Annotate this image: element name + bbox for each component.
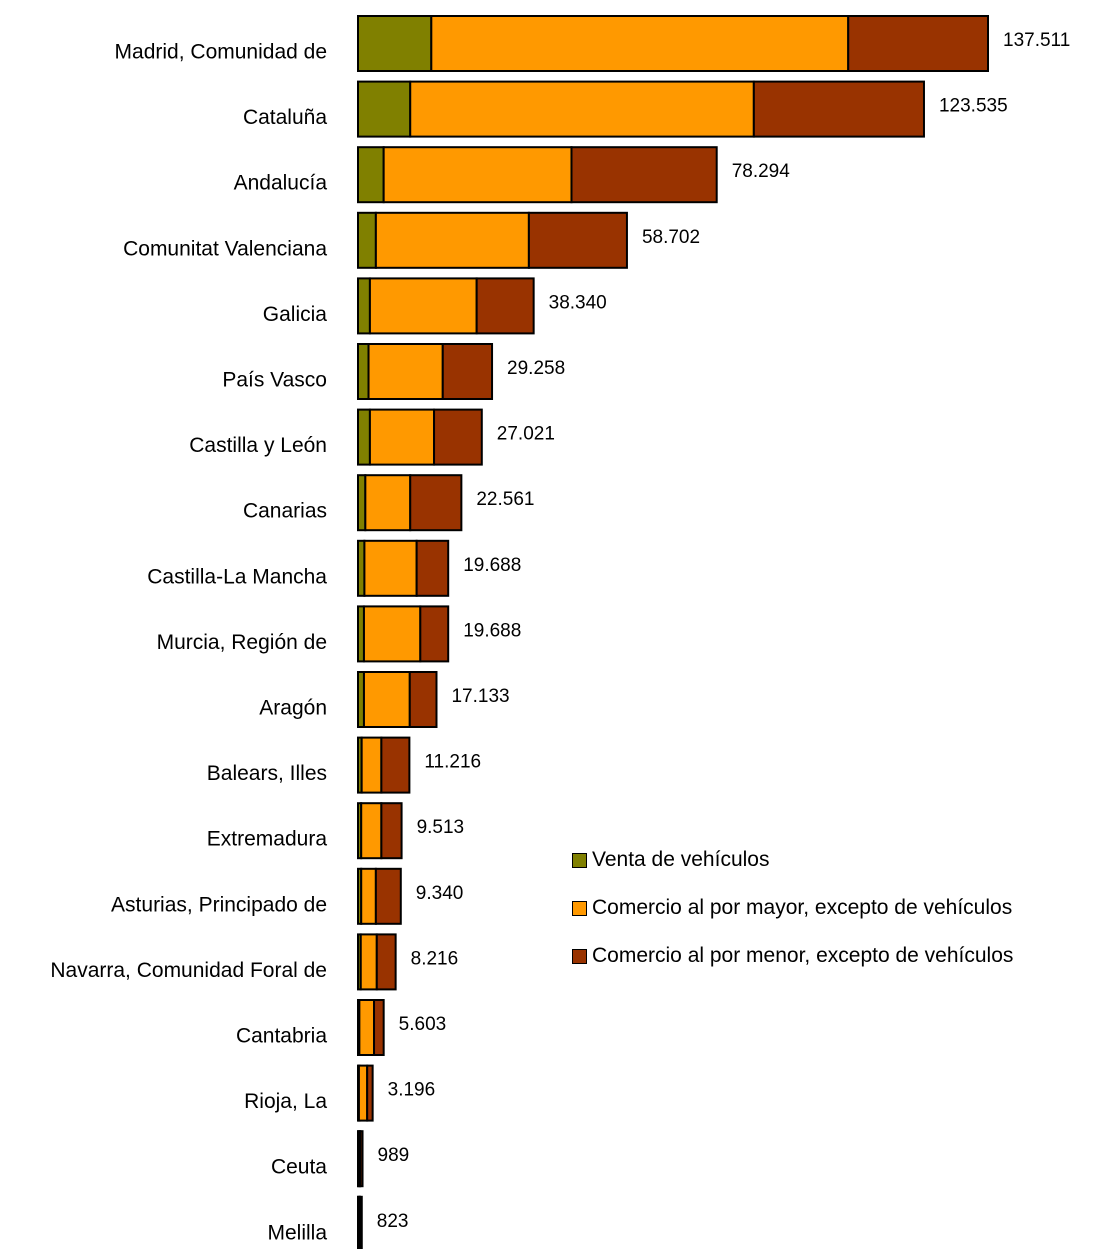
legend-swatch-mayor [572,900,587,916]
bar-segment-venta [357,146,385,204]
bar-segment-menor [847,15,989,72]
bar-segment-menor [419,605,450,663]
category-label: Castilla y León [189,434,327,457]
bar-segment-menor [380,802,403,860]
value-label: 3.196 [388,1080,436,1101]
bar-segment-menor [380,736,411,794]
value-label: 11.216 [424,752,481,773]
bar-segment-mayor [358,999,376,1056]
bar-segment-menor [375,933,397,991]
bar-segment-venta [357,211,377,269]
category-label: Comunitat Valenciana [123,237,327,260]
category-label: Cantabria [236,1025,327,1048]
legend-item-venta: Venta de vehículos [572,848,1013,872]
value-label: 38.340 [549,292,607,313]
bar-segment-menor [358,1195,363,1249]
chart-legend: Venta de vehículos Comercio al por mayor… [572,848,1013,992]
bar-segment-mayor [364,474,412,532]
category-label: Cataluña [243,106,327,129]
bar-segment-menor [527,211,628,269]
legend-label-venta: Venta de vehículos [592,848,770,871]
bar-segment-menor [570,146,718,204]
bar-segment-venta [357,80,412,138]
bar-segment-mayor [362,605,422,663]
category-label: Ceuta [271,1156,327,1179]
bar-segment-mayor [368,277,478,335]
value-label: 9.340 [416,883,464,904]
bar-segment-venta [357,343,370,400]
legend-label-menor: Comercio al por menor, excepto de vehícu… [592,944,1014,967]
category-label: Castilla-La Mancha [147,565,327,588]
category-label: Murcia, Región de [157,631,327,654]
value-label: 29.258 [507,358,565,379]
legend-label-mayor: Comercio al por mayor, excepto de vehícu… [592,896,1013,919]
value-label: 78.294 [732,161,791,182]
bar-segment-menor [408,671,438,728]
bar-segment-mayor [430,15,850,72]
category-label: Galicia [263,303,328,326]
value-label: 27.021 [497,424,555,445]
bar-segment-menor [359,1130,364,1188]
category-label: Melilla [267,1221,327,1244]
bar-segment-menor [441,343,494,400]
category-label: Madrid, Comunidad de [115,41,327,64]
bar-segment-mayor [360,802,383,860]
category-label: Extremadura [207,828,328,851]
category-label: Aragón [259,697,327,720]
category-label: Rioja, La [244,1090,327,1113]
bar-segment-venta [357,277,371,335]
value-label: 823 [377,1211,409,1232]
category-label: Asturias, Principado de [111,893,327,916]
legend-swatch-menor [572,948,587,964]
bar-segment-venta [357,408,371,466]
bar-segment-mayor [360,867,377,925]
legend-item-mayor: Comercio al por mayor, excepto de vehícu… [572,896,1013,920]
value-label: 137.511 [1003,30,1070,51]
bar-segment-mayor [367,343,444,400]
value-label: 989 [378,1145,410,1166]
bar-segment-mayor [357,1064,369,1122]
bar-segment-menor [415,539,450,597]
value-label: 8.216 [411,948,459,969]
bar-segment-menor [366,1064,374,1122]
legend-swatch-venta [572,852,587,868]
category-label: Andalucía [234,172,328,195]
value-label: 17.133 [451,686,509,707]
bar-segment-venta [357,15,433,72]
value-label: 5.603 [399,1014,447,1035]
bar-segment-mayor [362,671,411,728]
category-label: Balears, Illes [207,762,327,785]
bar-segment-mayor [374,211,530,269]
value-label: 123.535 [939,96,1008,117]
bar-segment-mayor [409,80,755,138]
value-label: 58.702 [642,227,700,248]
bar-segment-menor [373,999,385,1056]
bar-segment-venta [357,474,367,532]
bar-segment-menor [374,867,402,925]
bar-segment-mayor [363,539,418,597]
value-label: 22.561 [476,489,534,510]
value-label: 19.688 [463,555,521,576]
category-label: Navarra, Comunidad Foral de [50,959,327,982]
value-label: 19.688 [463,620,521,641]
bar-segment-menor [475,277,535,335]
category-label: Canarias [243,500,327,523]
bar-segment-mayor [359,933,378,991]
bar-segment-menor [409,474,463,532]
legend-item-menor: Comercio al por menor, excepto de vehícu… [572,944,1013,968]
bar-segment-mayor [360,736,383,794]
bar-segment-mayor [368,408,436,466]
bar-segment-menor [752,80,925,138]
value-label: 9.513 [417,817,465,838]
bar-segment-mayor [382,146,573,204]
category-label: País Vasco [222,369,327,392]
bar-segment-menor [433,408,483,466]
